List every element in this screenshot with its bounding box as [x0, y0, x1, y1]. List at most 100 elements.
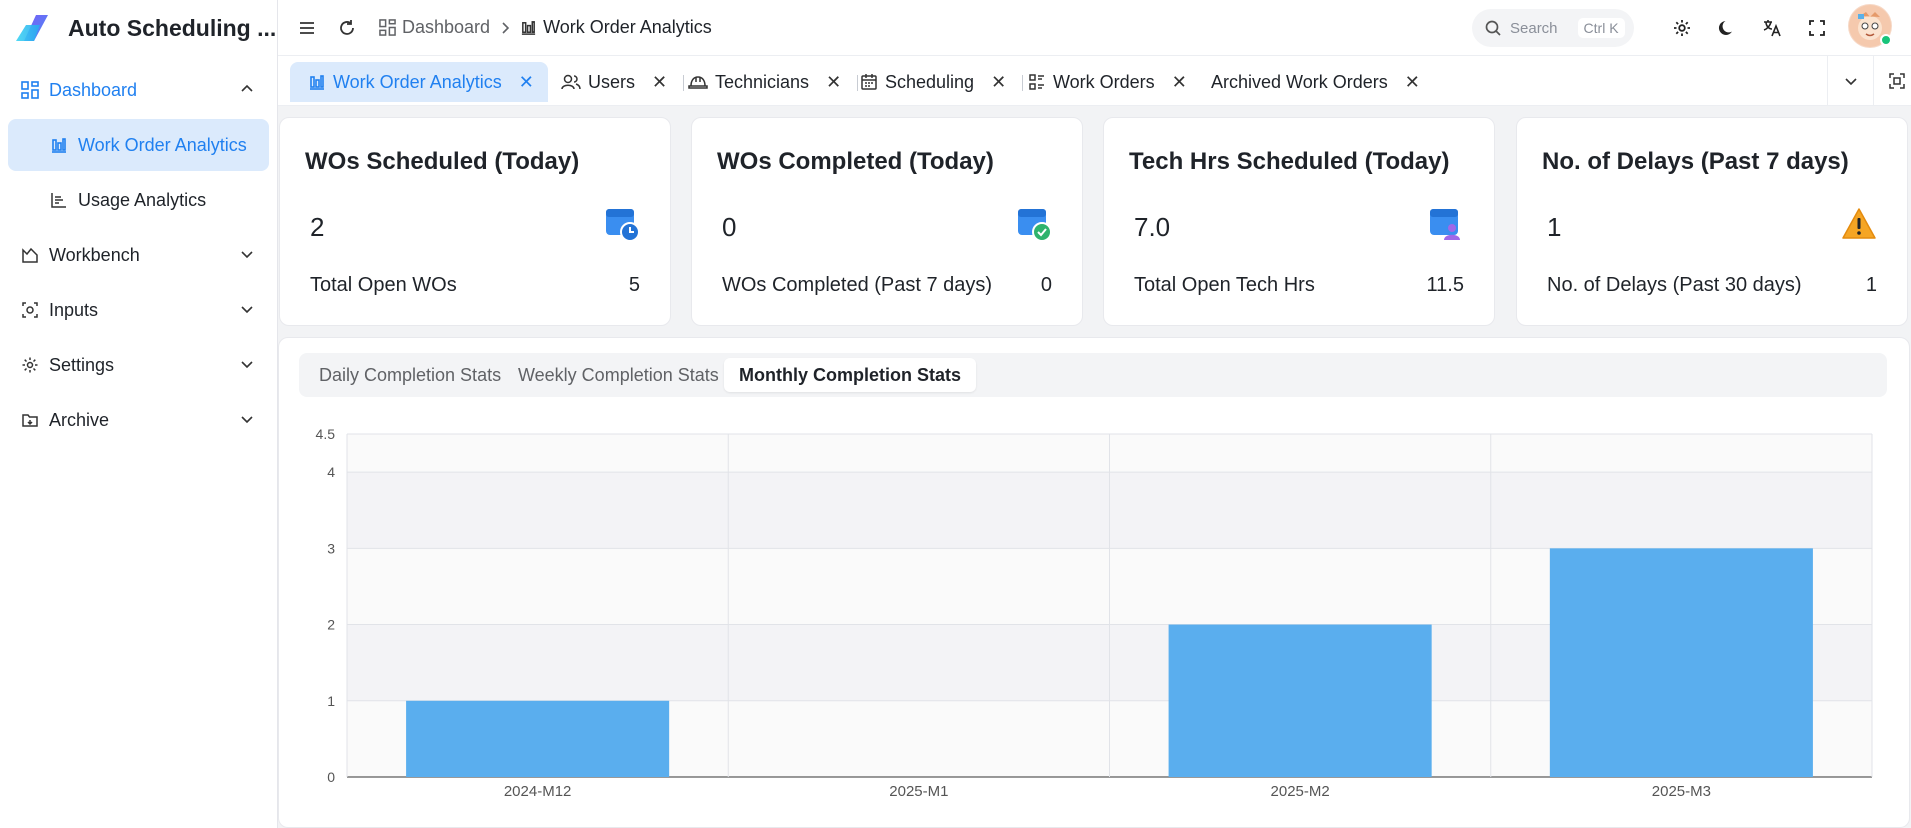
tab-work-orders[interactable]: Work Orders ✕ [1010, 62, 1201, 102]
tab-close-icon[interactable]: ✕ [1404, 71, 1420, 92]
app-logo-icon [16, 15, 48, 41]
bar-2025-M2 [1168, 624, 1432, 777]
chevron-down-icon [241, 251, 253, 259]
breadcrumb-dashboard[interactable]: Dashboard [379, 17, 490, 38]
expand-icon [1888, 73, 1905, 89]
bar-chart-icon [521, 21, 536, 35]
y-tick-label: 3 [327, 540, 335, 556]
card-foot-label: Total Open Tech Hrs [1134, 274, 1315, 296]
search-placeholder: Search [1510, 19, 1558, 37]
tab-separator [857, 75, 859, 91]
breadcrumb-work-order-analytics[interactable]: Work Order Analytics [520, 17, 712, 38]
hamburger-icon [300, 21, 314, 34]
tabs-dropdown-button[interactable] [1827, 56, 1873, 106]
tab-weekly-completion-stats[interactable]: Weekly Completion Stats [518, 364, 719, 385]
breadcrumb: Dashboard Work Order Analytics [379, 17, 712, 38]
gear-icon [1674, 20, 1690, 36]
calendar-users-icon [1430, 209, 1460, 240]
menu-toggle-button[interactable] [287, 8, 327, 48]
app-name: Auto Scheduling ... [68, 14, 277, 41]
tab-users[interactable]: Users ✕ [543, 62, 685, 102]
refresh-icon [340, 19, 354, 35]
tab-label: Work Orders [1053, 71, 1155, 92]
monthly-completion-chart: 0 1 2 3 4 4.5 2024-M12 2025-M1 2025-M2 2025-M3 [316, 426, 1873, 800]
tab-work-order-analytics[interactable]: Work Order Analytics ✕ [290, 62, 548, 102]
settings-button[interactable] [1662, 8, 1702, 48]
y-tick-label: 0 [327, 769, 335, 785]
search-shortcut: Ctrl K [1577, 18, 1625, 38]
calendar-icon [861, 74, 877, 90]
card-title: Tech Hrs Scheduled (Today) [1129, 148, 1450, 175]
fullscreen-icon [1809, 20, 1825, 36]
fullscreen-button[interactable] [1797, 8, 1837, 48]
dashboard-icon [19, 79, 41, 101]
language-button[interactable] [1752, 8, 1792, 48]
tab-archived-work-orders[interactable]: Archived Work Orders ✕ [1193, 62, 1434, 102]
hard-hat-icon [688, 76, 708, 89]
chevron-down-icon [241, 416, 253, 424]
bar-2025-M3 [1549, 548, 1813, 777]
list-icon [1029, 74, 1044, 90]
x-tick-label: 2025-M1 [889, 783, 948, 800]
y-tick-label: 1 [327, 693, 335, 709]
tab-close-icon[interactable]: ✕ [518, 71, 534, 92]
search-input[interactable]: Search Ctrl K [1472, 9, 1634, 47]
search-icon [1485, 20, 1501, 36]
bar-2024-M12 [406, 700, 670, 777]
sidebar-item-label: Dashboard [49, 79, 138, 100]
stat-card-wos-scheduled: WOs Scheduled (Today) 2 Total Open WOs 5 [279, 117, 671, 326]
tab-close-icon[interactable]: ✕ [991, 71, 1007, 92]
x-tick-label: 2025-M3 [1652, 783, 1711, 800]
refresh-button[interactable] [327, 8, 367, 48]
tab-label: Work Order Analytics [333, 71, 502, 92]
sidebar-item-dashboard[interactable]: Dashboard [8, 64, 269, 116]
sidebar-item-workbench[interactable]: Workbench [8, 229, 269, 281]
y-tick-label: 2 [327, 617, 335, 633]
tab-close-icon[interactable]: ✕ [826, 71, 842, 92]
user-avatar[interactable] [1848, 4, 1892, 48]
top-header: Dashboard Work Order Analytics Search Ct… [278, 0, 1911, 56]
tab-label: Users [588, 71, 636, 92]
sidebar-item-settings[interactable]: Settings [8, 339, 269, 391]
stat-card-tech-hrs: Tech Hrs Scheduled (Today) 7.0 Total Ope… [1103, 117, 1495, 326]
sidebar-item-work-order-analytics[interactable]: Work Order Analytics [8, 119, 269, 171]
sidebar-item-inputs[interactable]: Inputs [8, 284, 269, 336]
card-value: 1 [1547, 212, 1562, 242]
chevron-right-icon [502, 21, 510, 34]
tab-monthly-completion-stats[interactable]: Monthly Completion Stats [724, 358, 976, 392]
sidebar-item-label: Inputs [49, 299, 99, 320]
gear-icon [19, 354, 41, 376]
tab-technicians[interactable]: Technicians ✕ [670, 62, 859, 102]
completion-stats-panel: 0 1 2 3 4 4.5 2024-M12 2025-M1 2025-M2 2025-M3 Da… [278, 337, 1910, 828]
chevron-down-icon [241, 306, 253, 314]
tab-close-icon[interactable]: ✕ [652, 71, 668, 92]
sidebar-item-label: Usage Analytics [78, 189, 207, 210]
archive-icon [19, 409, 41, 431]
inputs-icon [19, 299, 41, 321]
sidebar-item-usage-analytics[interactable]: Usage Analytics [8, 174, 269, 226]
card-footer: Total Open Tech Hrs 11.5 [1134, 274, 1464, 297]
tab-fullscreen-button[interactable] [1873, 56, 1911, 106]
bar-chart-icon [48, 134, 70, 156]
breadcrumb-label: Dashboard [402, 17, 491, 37]
stat-card-wos-completed: WOs Completed (Today) 0 WOs Completed (P… [691, 117, 1083, 326]
card-foot-value: 5 [628, 274, 640, 296]
warning-icon [1842, 208, 1876, 239]
tab-close-icon[interactable]: ✕ [1171, 71, 1187, 92]
tab-label: Scheduling [885, 71, 975, 92]
workbench-icon [19, 244, 41, 266]
card-foot-label: WOs Completed (Past 7 days) [722, 274, 993, 296]
calendar-check-icon [1018, 209, 1052, 242]
chevron-down-icon [1844, 78, 1857, 86]
sidebar-item-label: Settings [49, 354, 115, 375]
card-title: WOs Completed (Today) [717, 148, 994, 175]
brand[interactable]: Auto Scheduling ... [0, 0, 277, 56]
tab-daily-completion-stats[interactable]: Daily Completion Stats [319, 364, 502, 385]
card-title: No. of Delays (Past 7 days) [1542, 148, 1849, 175]
card-foot-value: 11.5 [1426, 274, 1464, 296]
sidebar-item-archive[interactable]: Archive [8, 394, 269, 446]
tab-scheduling[interactable]: Scheduling ✕ [842, 62, 1024, 102]
y-tick-label: 4 [327, 464, 335, 480]
theme-toggle-button[interactable] [1707, 8, 1747, 48]
moon-icon [1718, 21, 1732, 35]
